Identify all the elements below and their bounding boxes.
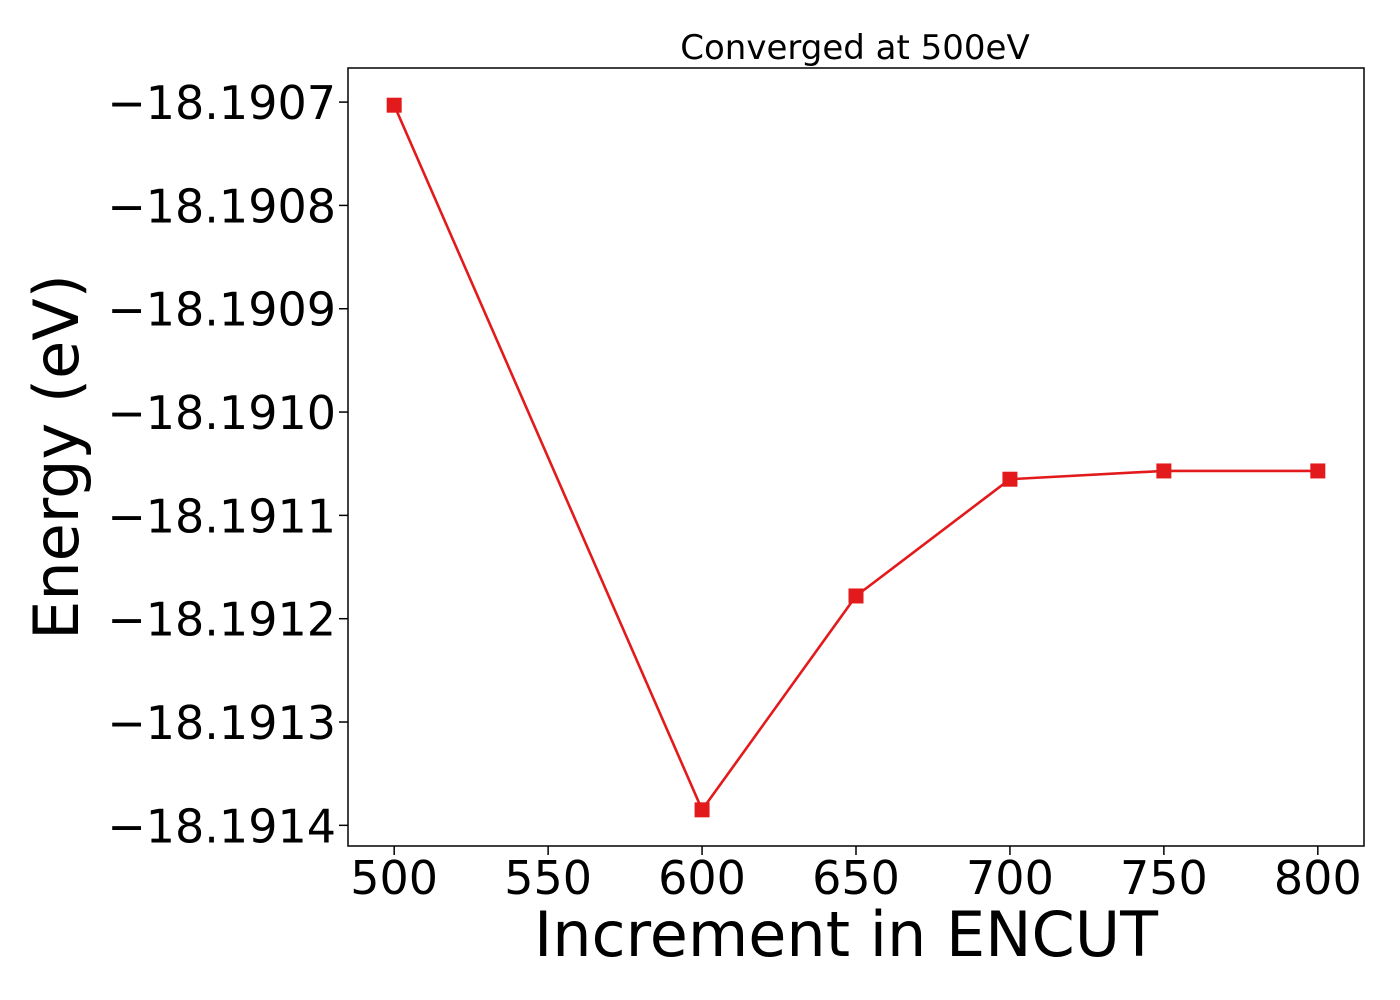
x-tick-label: 700: [966, 851, 1054, 905]
data-point-marker: [386, 97, 402, 113]
y-tick-label: −18.1912: [107, 593, 336, 647]
y-tick-label: −18.1909: [107, 283, 336, 337]
chart-title: Converged at 500eV: [680, 28, 1029, 68]
y-axis-label: Energy (eV): [20, 274, 93, 640]
x-tick-label: 650: [812, 851, 900, 905]
y-tick-label: −18.1913: [107, 696, 336, 750]
data-point-marker: [1002, 471, 1018, 487]
data-point-marker: [1310, 463, 1326, 479]
y-tick-label: −18.1910: [107, 386, 336, 440]
y-tick-label: −18.1911: [107, 489, 336, 543]
data-point-marker: [848, 588, 864, 604]
x-tick-label: 600: [658, 851, 746, 905]
x-ticks: 500 550 600 650 700 750 800: [350, 846, 1362, 905]
x-tick-label: 800: [1274, 851, 1362, 905]
plot-frame: [347, 67, 1365, 847]
data-point-marker: [1156, 463, 1172, 479]
y-ticks: −18.1907 −18.1908 −18.1909 −18.1910 −18.1911…: [107, 76, 348, 853]
x-axis-label: Increment in ENCUT: [534, 898, 1159, 971]
series-line: [393, 104, 1318, 812]
x-tick-label: 550: [504, 851, 592, 905]
x-tick-label: 750: [1120, 851, 1208, 905]
series-layer: [386, 97, 1326, 818]
y-tick-label: −18.1908: [107, 179, 336, 233]
y-tick-label: −18.1907: [107, 76, 336, 130]
x-tick-label: 500: [350, 851, 438, 905]
data-point-marker: [694, 802, 710, 818]
y-tick-label: −18.1914: [107, 799, 336, 853]
